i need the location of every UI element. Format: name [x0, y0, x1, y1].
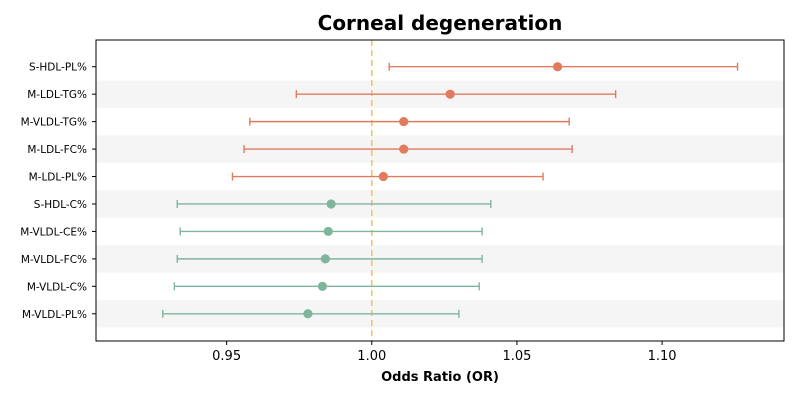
category-label: M-VLDL-C%: [27, 281, 87, 293]
odds-ratio-point: [320, 254, 330, 264]
category-label: S-HDL-C%: [34, 199, 87, 211]
data-marks: [162, 62, 739, 319]
category-label: M-LDL-TG%: [27, 89, 87, 101]
odds-ratio-point: [326, 199, 336, 209]
category-label: M-VLDL-PL%: [22, 309, 87, 321]
category-label: S-HDL-PL%: [29, 62, 87, 74]
x-tick-label: 0.95: [212, 349, 241, 364]
odds-ratio-point: [399, 144, 409, 154]
category-label: M-LDL-PL%: [29, 172, 87, 184]
odds-ratio-point: [323, 226, 333, 237]
category-label: M-VLDL-TG%: [21, 117, 87, 129]
odds-ratio-point: [399, 117, 409, 127]
plot-frame: [95, 39, 785, 342]
odds-ratio-point: [552, 62, 563, 72]
category-label: M-VLDL-FC%: [21, 254, 87, 266]
category-label: M-LDL-FC%: [27, 144, 87, 156]
x-tick-label: 1.00: [357, 349, 386, 364]
odds-ratio-point: [303, 309, 313, 319]
y-axis-labels: S-HDL-PL% M-LDL-TG% M-VLDL-TG% M-LDL-FC% M-L…: [20, 62, 96, 321]
odds-ratio-point: [317, 281, 328, 291]
x-axis-ticks: 0.95 1.00 1.05 1.10: [212, 341, 677, 364]
odds-ratio-point: [445, 89, 455, 99]
x-axis-label: Odds Ratio (OR): [381, 370, 499, 385]
category-label: M-VLDL-CE%: [20, 226, 87, 238]
x-tick-label: 1.05: [502, 349, 531, 364]
x-tick-label: 1.10: [648, 349, 677, 364]
chart-title: Corneal degeneration: [318, 11, 563, 35]
odds-ratio-point: [378, 171, 388, 182]
